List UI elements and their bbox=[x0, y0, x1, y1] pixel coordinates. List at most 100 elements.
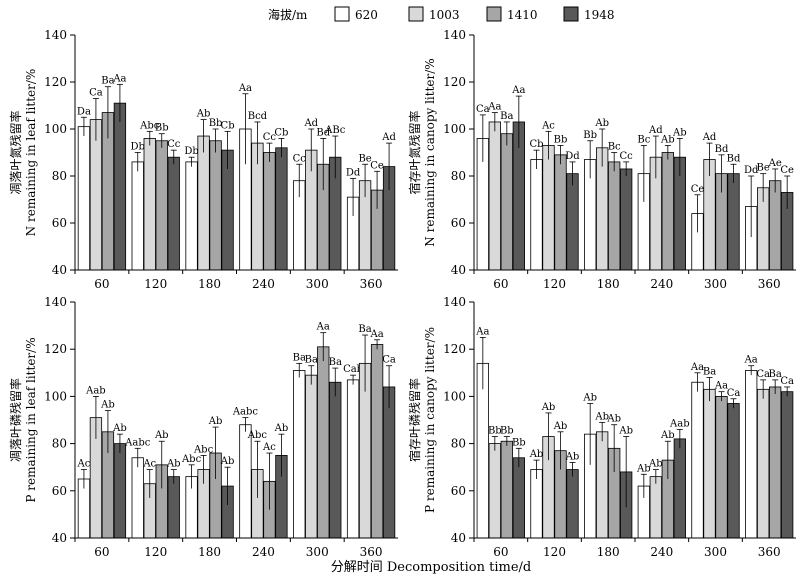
bar-60-620 bbox=[476, 362, 489, 539]
sig-label-300-620: Cc bbox=[293, 153, 307, 164]
y-tick-label-120: 120 bbox=[443, 75, 466, 89]
sig-label-180-1410: Ab bbox=[606, 414, 621, 425]
sig-label-240-1003: Ad bbox=[648, 125, 663, 136]
sig-label-180-1003: Ab bbox=[196, 109, 211, 120]
x-tick-label-120: 120 bbox=[144, 277, 167, 291]
sig-label-180-1948: Ab bbox=[220, 456, 235, 467]
sig-label-120-1003: Ac bbox=[142, 459, 156, 470]
sig-label-360-1410: Ba bbox=[769, 369, 782, 380]
legend-swatch-620 bbox=[334, 6, 350, 22]
legend: 海拔/m 620 1003 1410 1948 bbox=[268, 6, 615, 22]
bar-120-1948 bbox=[167, 476, 180, 539]
y-axis-label-cn: 宿存叶氮残留率 bbox=[407, 110, 422, 194]
sig-label-360-1948: Ad bbox=[381, 132, 396, 143]
bar-360-1948 bbox=[781, 391, 794, 539]
sig-label-360-620: Dd bbox=[346, 167, 361, 178]
sig-label-120-620: Aabc bbox=[124, 437, 151, 448]
x-tick-label-300: 300 bbox=[704, 277, 727, 291]
x-tick-label-360: 360 bbox=[360, 545, 383, 559]
sig-label-180-1948: Cc bbox=[620, 151, 634, 162]
sig-label-180-1410: Bb bbox=[209, 118, 223, 129]
y-tick-label-100: 100 bbox=[44, 122, 67, 136]
sig-label-240-1948: Cb bbox=[274, 127, 288, 138]
bar-120-1003 bbox=[542, 145, 555, 271]
sig-label-60-1003: Aab bbox=[85, 385, 106, 396]
sig-label-240-1003: Ab bbox=[648, 459, 663, 470]
sig-label-120-1003: Ab bbox=[541, 402, 556, 413]
sig-label-120-1948: Dd bbox=[565, 151, 580, 162]
bar-360-1410 bbox=[769, 386, 782, 539]
x-tick-label-300: 300 bbox=[306, 545, 329, 559]
sig-label-120-620: Db bbox=[131, 142, 145, 153]
sig-label-240-1410: Ab bbox=[660, 134, 675, 145]
sig-label-60-1410: Bb bbox=[500, 426, 514, 437]
bar-240-1410 bbox=[661, 152, 674, 271]
sig-label-180-1003: Ab bbox=[594, 118, 609, 129]
bar-300-1948 bbox=[727, 403, 740, 539]
sig-label-300-1410: Bd bbox=[316, 127, 330, 138]
x-tick-label-360: 360 bbox=[360, 277, 383, 291]
bar-120-620 bbox=[530, 469, 543, 539]
bar-300-1003 bbox=[703, 159, 716, 271]
bar-300-1003 bbox=[305, 374, 318, 539]
sig-label-120-1410: Bb bbox=[554, 134, 568, 145]
x-tick-label-120: 120 bbox=[144, 545, 167, 559]
bar-120-1003 bbox=[143, 137, 156, 271]
sig-label-60-620: Ca bbox=[476, 104, 490, 115]
x-tick-label-180: 180 bbox=[198, 545, 221, 559]
sig-label-60-1410: Ba bbox=[101, 76, 114, 87]
sig-label-360-1003: Ca bbox=[756, 369, 770, 380]
bar-60-1003 bbox=[488, 443, 501, 539]
sig-label-300-620: Ba bbox=[293, 352, 306, 363]
sig-label-240-620: Aabc bbox=[232, 407, 259, 418]
panel-bottom-right: 40 60 80 100 120 140 宿存叶磷残留率 P remaining in can… bbox=[407, 295, 796, 559]
sig-label-180-1410: Bc bbox=[608, 142, 621, 153]
bar-300-1948 bbox=[727, 173, 740, 271]
x-tick-label-360: 360 bbox=[758, 545, 781, 559]
sig-label-360-1410: Aa bbox=[369, 329, 383, 340]
sig-label-180-620: Abc bbox=[181, 454, 202, 465]
x-tick-label-60: 60 bbox=[493, 545, 508, 559]
bar-180-1003 bbox=[197, 135, 210, 271]
bar-300-1948 bbox=[329, 381, 342, 539]
x-tick-label-60: 60 bbox=[493, 277, 508, 291]
sig-label-180-1948: Cb bbox=[221, 120, 235, 131]
y-tick-label-140: 140 bbox=[443, 295, 466, 309]
y-tick-label-120: 120 bbox=[44, 75, 67, 89]
x-tick-label-300: 300 bbox=[704, 545, 727, 559]
sig-label-60-1948: Ab bbox=[112, 423, 127, 434]
sig-label-300-1410: Bd bbox=[715, 144, 729, 155]
legend-swatch-1948 bbox=[563, 6, 579, 22]
bar-180-1003 bbox=[596, 431, 609, 539]
y-tick-label-40: 40 bbox=[451, 531, 466, 545]
bar-120-620 bbox=[131, 161, 144, 271]
y-tick-label-40: 40 bbox=[52, 531, 67, 545]
y-tick-label-100: 100 bbox=[443, 122, 466, 136]
sig-label-240-1948: Ab bbox=[274, 423, 289, 434]
sig-label-180-620: Bb bbox=[583, 130, 597, 141]
sig-label-240-1410: Ac bbox=[262, 442, 276, 453]
sig-label-120-1410: Bb bbox=[155, 123, 169, 134]
y-tick-label-100: 100 bbox=[44, 389, 67, 403]
bar-360-1410 bbox=[370, 344, 384, 539]
sig-label-60-1948: Aa bbox=[511, 85, 525, 96]
bar-240-1948 bbox=[275, 147, 288, 271]
x-tick-label-180: 180 bbox=[597, 545, 620, 559]
y-tick-label-40: 40 bbox=[52, 263, 67, 277]
bar-120-1948 bbox=[566, 173, 579, 271]
sig-label-180-620: Ab bbox=[582, 392, 597, 403]
bar-300-1410 bbox=[715, 395, 728, 539]
x-tick-label-240: 240 bbox=[252, 277, 275, 291]
sig-label-180-1948: Ab bbox=[618, 426, 633, 437]
y-axis-label-cn: 凋落叶氮残留率 bbox=[8, 110, 23, 194]
sig-label-120-1003: Ac bbox=[541, 120, 555, 131]
bar-180-1948 bbox=[620, 168, 633, 271]
bar-60-1948 bbox=[113, 102, 127, 271]
y-axis-label-cn: 凋落叶磷残留率 bbox=[8, 378, 23, 462]
sig-label-240-1410: Cc bbox=[263, 132, 277, 143]
legend-swatch-1410 bbox=[486, 6, 502, 22]
sig-label-60-620: Da bbox=[77, 106, 91, 117]
sig-label-300-1003: Ad bbox=[702, 132, 717, 143]
y-tick-label-60: 60 bbox=[451, 484, 466, 498]
sig-label-60-1003: Bb bbox=[488, 426, 502, 437]
